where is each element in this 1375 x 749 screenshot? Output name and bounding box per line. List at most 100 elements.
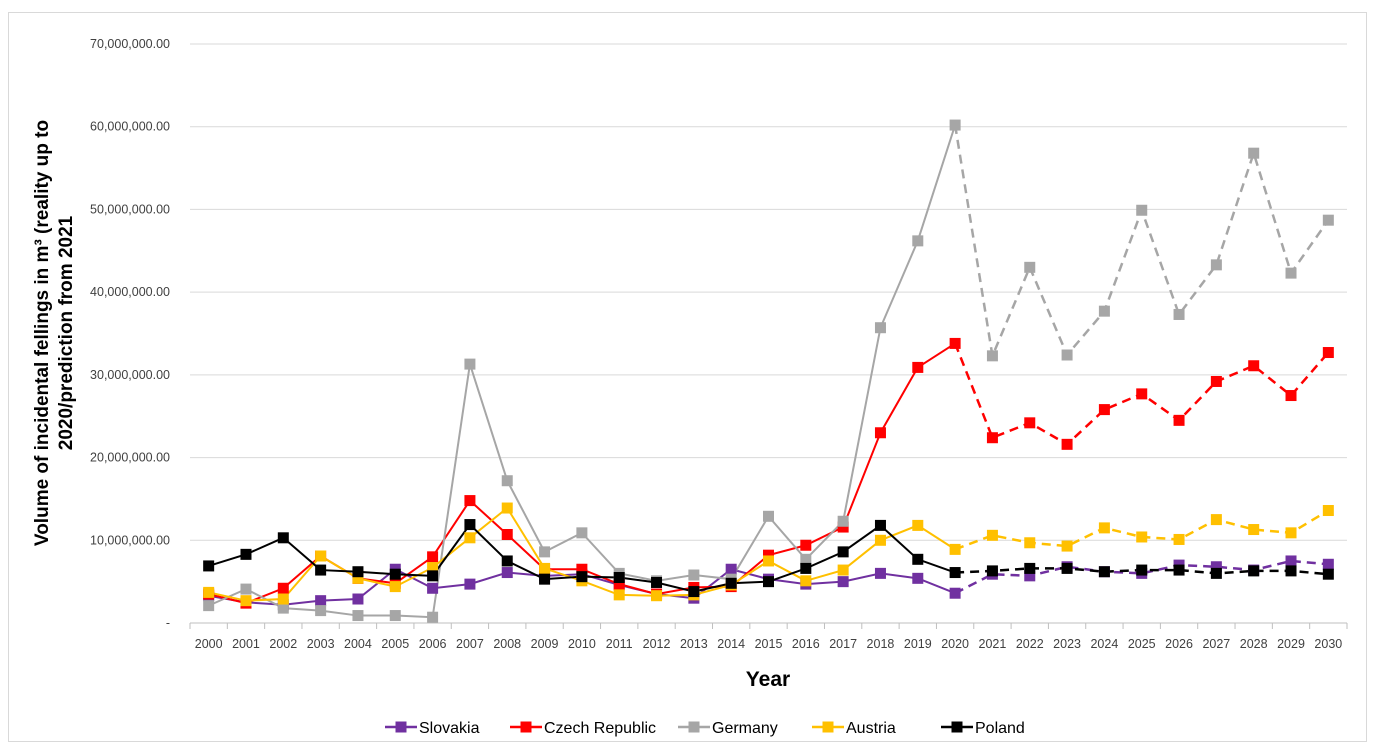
legend-marker bbox=[395, 721, 407, 733]
y-tick-label: 40,000,000.00 bbox=[90, 285, 170, 299]
data-point-poland bbox=[1248, 565, 1260, 577]
data-point-poland bbox=[1322, 568, 1334, 580]
gridlines bbox=[190, 43, 1347, 541]
x-tick-label: 2007 bbox=[456, 637, 484, 651]
data-point-poland bbox=[501, 555, 513, 567]
data-point-slovakia bbox=[501, 567, 513, 579]
data-point-germany bbox=[501, 475, 513, 487]
data-point-austria bbox=[949, 543, 961, 555]
data-point-czech-republic bbox=[912, 361, 924, 373]
data-point-poland bbox=[949, 567, 961, 579]
data-point-czech-republic bbox=[1285, 390, 1297, 402]
data-point-poland bbox=[986, 565, 998, 577]
data-point-germany bbox=[427, 611, 439, 623]
data-point-poland bbox=[277, 532, 289, 544]
data-point-germany bbox=[240, 583, 252, 595]
x-tick-label: 2013 bbox=[680, 637, 708, 651]
data-point-austria bbox=[1210, 514, 1222, 526]
y-tick-labels: - 10,000,000.00 20,000,000.00 30,000,000.00… bbox=[90, 37, 170, 630]
x-tick-label: 2029 bbox=[1277, 637, 1305, 651]
data-point-austria bbox=[1098, 522, 1110, 534]
series-line-slovakia-prediction bbox=[954, 559, 1329, 595]
legend-item-slovakia: Slovakia bbox=[385, 720, 480, 737]
data-point-germany bbox=[203, 600, 215, 612]
data-point-poland bbox=[763, 576, 774, 588]
x-tick-label: 2003 bbox=[307, 637, 335, 651]
data-point-germany bbox=[464, 358, 476, 370]
x-tick-label: 2012 bbox=[643, 637, 671, 651]
data-point-poland bbox=[539, 573, 551, 585]
x-tick-label: 2008 bbox=[493, 637, 521, 651]
x-tick-label: 2006 bbox=[419, 637, 447, 651]
data-point-germany bbox=[800, 553, 812, 565]
data-point-austria bbox=[352, 572, 364, 584]
data-point-czech-republic bbox=[1210, 375, 1222, 387]
x-tick-label: 2022 bbox=[1016, 637, 1044, 651]
data-point-czech-republic bbox=[874, 427, 886, 439]
y-tick-label: 30,000,000.00 bbox=[90, 368, 170, 382]
data-point-czech-republic bbox=[800, 539, 812, 551]
legend-item-germany: Germany bbox=[678, 720, 778, 737]
x-tick-label: 2015 bbox=[755, 637, 783, 651]
data-point-poland bbox=[912, 553, 924, 565]
data-point-germany bbox=[912, 235, 924, 247]
data-point-austria bbox=[1173, 533, 1185, 545]
data-point-slovakia bbox=[874, 567, 886, 579]
data-point-poland bbox=[1285, 565, 1297, 577]
data-point-germany bbox=[352, 610, 364, 622]
legend-label: Poland bbox=[975, 720, 1025, 737]
x-tick-labels: 2000 2001 2002 2003 2004 2005 2006 2007 2008 2009… bbox=[195, 637, 1343, 651]
data-point-czech-republic bbox=[576, 563, 588, 575]
x-tick-label: 2000 bbox=[195, 637, 223, 651]
x-tick-label: 2023 bbox=[1053, 637, 1081, 651]
data-point-austria bbox=[464, 532, 476, 544]
data-point-austria bbox=[613, 589, 625, 601]
data-point-austria bbox=[427, 562, 439, 574]
x-tick-label: 2028 bbox=[1240, 637, 1268, 651]
legend-item-czech-republic: Czech Republic bbox=[510, 720, 656, 737]
data-point-austria bbox=[1285, 527, 1297, 539]
data-point-slovakia bbox=[352, 593, 364, 605]
data-point-germany bbox=[874, 322, 886, 334]
data-point-czech-republic bbox=[1098, 404, 1110, 416]
data-point-austria bbox=[912, 519, 924, 531]
data-point-poland bbox=[203, 560, 215, 572]
x-tick-label: 2026 bbox=[1165, 637, 1193, 651]
data-point-slovakia bbox=[427, 582, 439, 594]
data-point-slovakia bbox=[949, 587, 961, 599]
data-point-poland bbox=[688, 586, 700, 598]
data-point-austria bbox=[501, 502, 513, 514]
data-point-slovakia bbox=[725, 563, 737, 575]
data-point-germany bbox=[949, 119, 961, 131]
data-point-slovakia bbox=[1285, 555, 1297, 567]
data-point-czech-republic bbox=[501, 528, 513, 540]
data-point-austria bbox=[1322, 505, 1334, 517]
data-point-slovakia bbox=[912, 572, 924, 584]
data-point-germany bbox=[389, 610, 401, 622]
data-point-czech-republic bbox=[464, 495, 476, 507]
data-point-germany bbox=[315, 605, 327, 617]
data-point-poland bbox=[464, 519, 476, 531]
data-point-czech-republic bbox=[1136, 388, 1148, 400]
data-point-czech-republic bbox=[986, 432, 998, 444]
legend-marker bbox=[951, 721, 963, 733]
y-tick-label: 20,000,000.00 bbox=[90, 451, 170, 465]
x-tick-label: 2002 bbox=[269, 637, 297, 651]
x-tick-label: 2027 bbox=[1202, 637, 1230, 651]
legend-marker bbox=[822, 721, 834, 733]
data-point-poland bbox=[352, 566, 364, 578]
data-point-germany bbox=[1285, 267, 1297, 279]
data-point-germany bbox=[688, 569, 700, 581]
data-point-germany bbox=[1248, 147, 1260, 159]
x-tick-label: 2021 bbox=[979, 637, 1007, 651]
y-axis-label-line2: 2020/prediction from 2021 bbox=[56, 215, 77, 450]
data-point-germany bbox=[763, 510, 774, 522]
data-point-czech-republic bbox=[427, 551, 439, 563]
data-point-slovakia bbox=[1210, 561, 1222, 573]
data-point-austria bbox=[389, 581, 401, 593]
data-point-czech-republic bbox=[837, 521, 849, 533]
data-point-germany bbox=[1061, 349, 1073, 361]
y-tick-label: 70,000,000.00 bbox=[90, 37, 170, 51]
data-point-slovakia bbox=[1322, 558, 1334, 570]
